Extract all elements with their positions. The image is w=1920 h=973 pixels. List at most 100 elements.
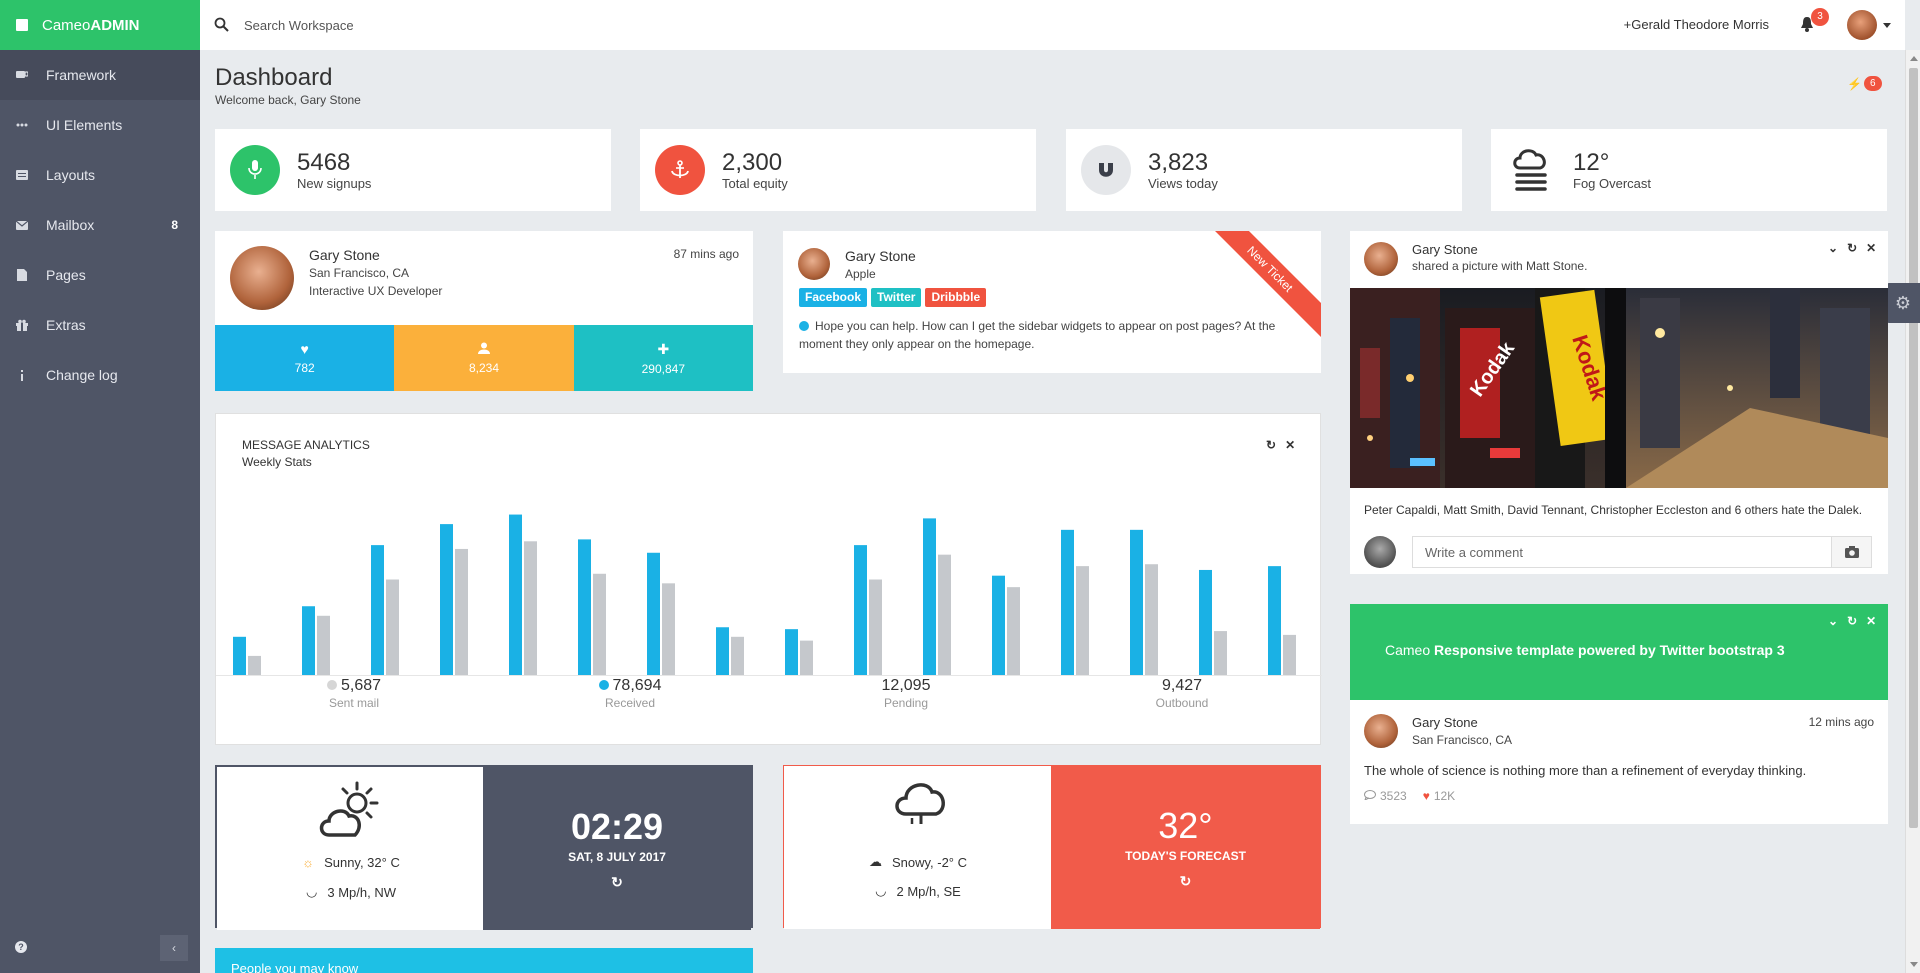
magnet-icon: [1081, 145, 1131, 195]
avatar[interactable]: [230, 246, 294, 310]
stat-value: 2,300: [722, 148, 783, 176]
help-icon[interactable]: ?: [15, 941, 27, 953]
comments-link[interactable]: 3523: [1364, 789, 1407, 803]
scroll-down-icon[interactable]: [1910, 962, 1918, 967]
chart-bar: [1199, 569, 1212, 675]
alerts-badge[interactable]: ⚡ 6: [1847, 76, 1882, 91]
chart-bar: [578, 539, 591, 675]
bar-chart: [216, 514, 1322, 676]
stat-value: 5468: [297, 148, 351, 176]
chevron-down-icon[interactable]: ⌄: [1828, 614, 1839, 628]
summary-label: Sent mail: [328, 696, 380, 710]
avatar[interactable]: [1364, 242, 1398, 276]
alerts-count: 6: [1863, 76, 1882, 91]
layout-icon: [16, 169, 28, 181]
stat-value: 3,823: [1148, 148, 1209, 176]
summary-label: Pending: [883, 696, 929, 710]
camera-icon[interactable]: [1832, 536, 1872, 568]
analytics-subtitle: Weekly Stats: [242, 455, 312, 469]
envelope-icon: [16, 219, 28, 231]
caret-down-icon[interactable]: [1883, 23, 1891, 28]
avatar[interactable]: [1847, 10, 1877, 40]
profile-stat-likes[interactable]: ♥ 782: [215, 325, 395, 391]
tag-dribbble[interactable]: Dribbble: [925, 288, 987, 307]
bolt-icon: ⚡: [1847, 76, 1862, 91]
chevron-down-icon[interactable]: ⌄: [1828, 241, 1839, 255]
summary-value: 12,095: [881, 677, 931, 694]
summary-label: Outbound: [1155, 696, 1209, 710]
people-you-may-know-header: People you may know: [215, 948, 753, 973]
brand-logo[interactable]: Cameo ADMIN: [0, 0, 200, 50]
tag-twitter[interactable]: Twitter: [871, 288, 922, 307]
sidebar-item-label: Extras: [46, 317, 86, 333]
comment-icon: [1364, 789, 1376, 803]
summary-received: 78,694 Received: [492, 677, 768, 710]
user-name-link[interactable]: +Gerald Theodore Morris: [1623, 17, 1769, 32]
sun-cloud-icon: [319, 781, 381, 844]
scrollbar[interactable]: [1905, 50, 1920, 973]
scroll-up-icon[interactable]: [1910, 56, 1918, 61]
collapse-sidebar-button[interactable]: ‹: [160, 935, 188, 961]
condition-text: Sunny, 32° C: [324, 855, 400, 870]
summary-value: 5,687: [340, 677, 382, 694]
profile-stat-followers[interactable]: 8,234: [394, 325, 574, 391]
sidebar-item-label: Framework: [46, 67, 117, 83]
close-icon[interactable]: ✕: [1285, 438, 1296, 452]
stat-label: Views today: [1148, 175, 1218, 191]
quote-location: San Francisco, CA: [1412, 733, 1513, 747]
profile-name[interactable]: Gary Stone: [309, 247, 380, 263]
refresh-icon[interactable]: ↻: [611, 874, 623, 890]
weather-widget-snowy: ☁ Snowy, -2° C ◡ 2 Mp/h, SE 32° TODAY'S FO…: [783, 765, 1321, 929]
sidebar-item-pages[interactable]: Pages: [0, 250, 200, 300]
avatar[interactable]: [1364, 714, 1398, 748]
shared-photo[interactable]: Kodak Kodak: [1350, 288, 1888, 488]
promo-prefix: Cameo: [1385, 642, 1431, 658]
chart-bar: [302, 606, 315, 675]
tag-facebook[interactable]: Facebook: [799, 288, 868, 307]
profile-card: Gary Stone San Francisco, CA Interactive…: [215, 231, 753, 391]
likes-link[interactable]: ♥ 12K: [1423, 789, 1455, 803]
ticket-name[interactable]: Gary Stone: [845, 248, 916, 264]
chart-bar: [371, 545, 384, 675]
comment-input[interactable]: [1412, 536, 1832, 568]
chart-bar: [1061, 529, 1074, 675]
sidebar-item-ui-elements[interactable]: UI Elements: [0, 100, 200, 150]
search-icon[interactable]: [214, 17, 230, 33]
profile-stat-plus[interactable]: ✚ 290,847: [573, 325, 753, 391]
refresh-icon[interactable]: ↻: [1179, 873, 1192, 889]
sidebar-item-label: Layouts: [46, 167, 96, 183]
post-author[interactable]: Gary Stone: [1412, 242, 1478, 257]
weather-widget-sunny: ☼ Sunny, 32° C ◡ 3 Mp/h, NW 02:29 SAT, 8 J…: [215, 765, 753, 930]
sidebar-item-label: UI Elements: [46, 117, 123, 133]
summary-value: 9,427: [1161, 677, 1203, 694]
sidebar-item-mailbox[interactable]: Mailbox 8: [0, 200, 200, 250]
sidebar-item-framework[interactable]: Framework: [0, 50, 200, 100]
avatar[interactable]: [798, 248, 830, 280]
stat-card-weather: 12° Fog Overcast: [1491, 129, 1887, 211]
sidebar-item-label: Change log: [46, 367, 118, 383]
close-icon[interactable]: ✕: [1866, 614, 1877, 628]
chart-bar: [662, 583, 675, 675]
close-icon[interactable]: ✕: [1866, 241, 1877, 255]
sidebar-item-extras[interactable]: Extras: [0, 300, 200, 350]
settings-gear-icon[interactable]: ⚙: [1886, 283, 1920, 323]
chart-bar: [992, 575, 1005, 675]
sidebar-item-change-log[interactable]: Change log: [0, 350, 200, 400]
weather-condition: ☼ Sunny, 32° C: [217, 855, 485, 870]
sidebar-item-layouts[interactable]: Layouts: [0, 150, 200, 200]
scroll-thumb[interactable]: [1909, 68, 1918, 828]
chart-bar: [716, 627, 729, 675]
refresh-icon[interactable]: ↻: [1266, 438, 1277, 452]
anchor-icon: [655, 145, 705, 195]
page-title: Dashboard: [215, 64, 333, 91]
gift-icon: [16, 319, 28, 331]
stat-value: 12°: [1573, 148, 1610, 176]
refresh-icon[interactable]: ↻: [1847, 614, 1858, 628]
search-input[interactable]: [244, 17, 644, 33]
bell-icon[interactable]: [1799, 15, 1815, 33]
quote-author[interactable]: Gary Stone: [1412, 715, 1478, 730]
refresh-icon[interactable]: ↻: [1847, 241, 1858, 255]
logo-square-icon: [16, 19, 28, 31]
wind-text: 2 Mp/h, SE: [896, 883, 961, 899]
profile-location: San Francisco, CA: [309, 266, 410, 280]
